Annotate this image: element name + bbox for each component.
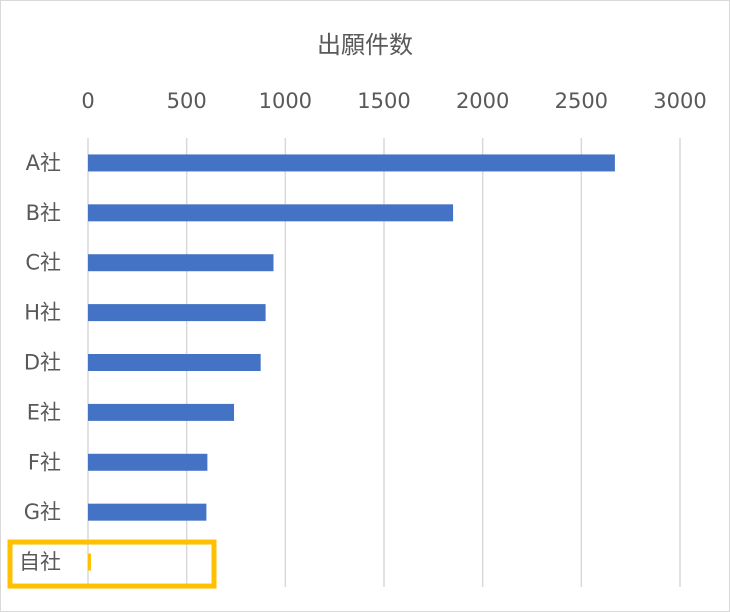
x-axis-ticks: 0 500 1000 1500 2000 2500 3000 <box>81 89 706 113</box>
category-label: B社 <box>26 201 61 225</box>
bar <box>88 453 208 471</box>
x-tick-label: 2000 <box>456 89 509 113</box>
bar <box>88 304 266 322</box>
highlight-box <box>7 539 217 589</box>
bar <box>88 403 235 421</box>
bar <box>88 154 615 172</box>
highlight-rectangle <box>7 539 217 589</box>
bar <box>88 354 261 371</box>
x-tick-label: 500 <box>167 89 207 113</box>
category-label: D社 <box>24 351 61 375</box>
category-label: 自社 <box>19 550 61 574</box>
category-label: G社 <box>24 500 61 524</box>
x-tick-label: 1500 <box>357 89 410 113</box>
bar <box>88 204 454 222</box>
category-label: C社 <box>25 251 61 275</box>
x-tick-label: 3000 <box>653 89 706 113</box>
x-tick-label: 0 <box>81 89 94 113</box>
category-label: E社 <box>27 400 61 424</box>
category-label: F社 <box>28 450 61 474</box>
chart-title: 出願件数 <box>317 31 413 59</box>
category-label: H社 <box>24 301 61 325</box>
category-label: A社 <box>26 151 61 175</box>
bar <box>88 503 207 521</box>
x-tick-label: 2500 <box>555 89 608 113</box>
bar <box>88 254 274 272</box>
bar <box>88 553 91 571</box>
x-tick-label: 1000 <box>259 89 312 113</box>
bars <box>88 154 615 571</box>
